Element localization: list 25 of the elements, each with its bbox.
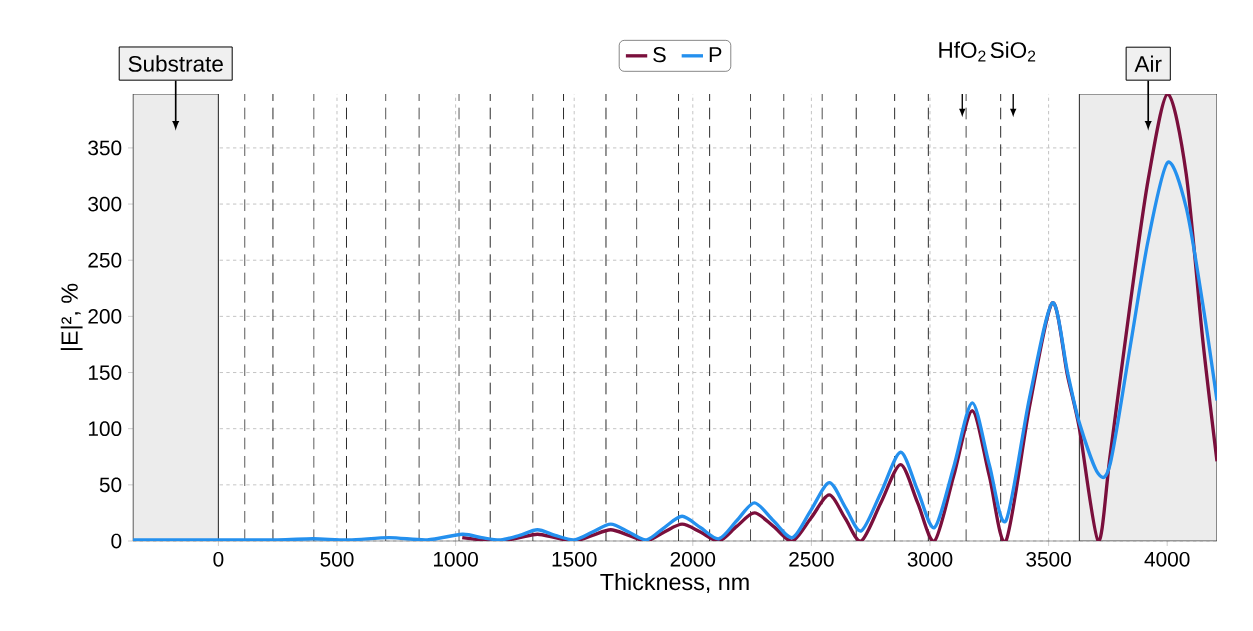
x-tick-label: 2500 — [789, 551, 834, 567]
x-tick-label: 1500 — [552, 551, 597, 567]
x-tick-label: 3500 — [1026, 551, 1071, 567]
band-label: Substrate — [128, 55, 223, 72]
legend-label: S — [653, 47, 666, 63]
x-tick-label: 3000 — [907, 551, 953, 567]
y-tick-label: 50 — [99, 477, 122, 493]
y-tick-label: 300 — [88, 196, 122, 212]
legend-label: P — [709, 47, 722, 63]
x-tick-label: 2000 — [670, 551, 716, 567]
y-tick-label: 350 — [88, 140, 122, 156]
y-tick-label: 150 — [88, 365, 122, 380]
text: HfO$_{2}$ — [939, 41, 986, 62]
band-label: Air — [1134, 55, 1162, 72]
x-axis-title: Thickness, nm — [600, 573, 749, 593]
y-tick-label: 200 — [88, 309, 122, 324]
x-tick-label: 4000 — [1144, 551, 1190, 567]
y-tick-label: 0 — [111, 533, 122, 549]
y-axis-title: |E|², % — [60, 283, 83, 350]
y-tick-label: 250 — [88, 252, 122, 268]
x-tick-label: 1000 — [434, 551, 478, 567]
x-tick-label: 500 — [320, 551, 354, 567]
x-tick-label: 0 — [213, 551, 224, 567]
y-tick-label: 100 — [88, 421, 122, 437]
text: SiO$_{2}$ — [990, 41, 1036, 62]
